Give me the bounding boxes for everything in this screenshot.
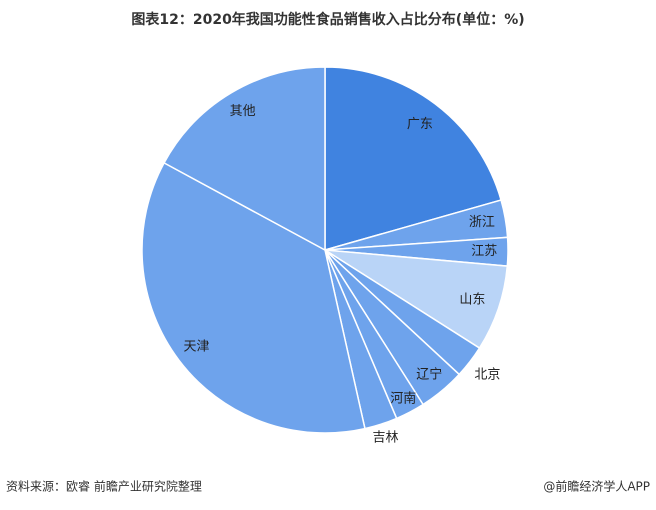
slice-label: 其他	[230, 104, 256, 119]
pie-slice	[141, 161, 366, 434]
slice-label: 广东	[407, 117, 433, 132]
slice-label: 北京	[474, 368, 500, 383]
slice-label: 河南	[390, 391, 416, 407]
slice-label: 山东	[459, 292, 485, 307]
slice-label: 吉林	[372, 431, 398, 446]
pie-slice	[324, 66, 502, 251]
slice-label: 浙江	[469, 215, 495, 230]
slice-label: 辽宁	[416, 367, 442, 383]
source: 资料来源：欧睿 前瞻产业研究院整理	[6, 479, 202, 494]
slice-label: 天津	[184, 340, 210, 355]
slice-label: 江苏	[471, 243, 497, 259]
chart-title: 图表12：2020年我国功能性食品销售收入占比分布(单位：%)	[131, 11, 524, 28]
pie-slice	[163, 66, 326, 252]
credit: @前瞻经济学人APP	[543, 479, 650, 494]
